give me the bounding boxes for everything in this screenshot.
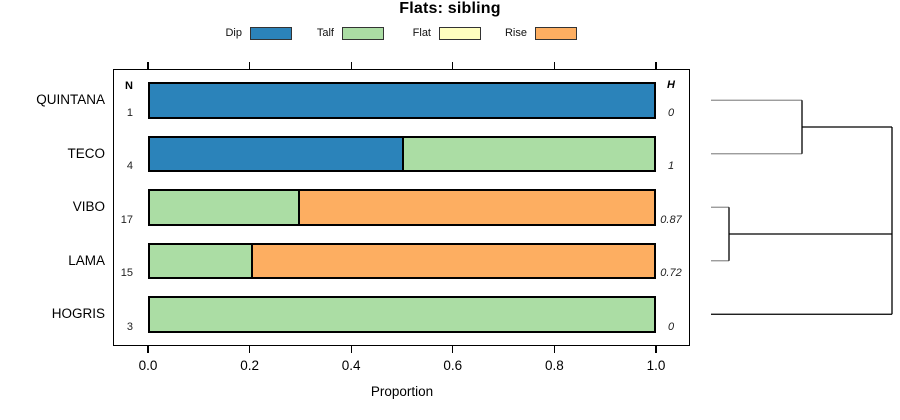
x-tick-bottom — [655, 346, 657, 353]
legend-swatch-talf — [342, 27, 384, 40]
bar-row-teco — [148, 135, 656, 172]
n-value: 3 — [126, 320, 133, 333]
bar-row-quintana — [148, 82, 656, 119]
x-axis-label: Proportion — [370, 384, 434, 399]
x-tick-label: 1.0 — [646, 358, 666, 373]
category-label-hogris: HOGRIS — [51, 306, 105, 322]
x-tick-label: 0.0 — [138, 358, 158, 373]
bar-row-hogris — [148, 296, 656, 333]
x-tick-top — [553, 62, 555, 69]
legend-label-talf: Talf — [316, 27, 334, 39]
bar-segment-dip — [150, 84, 654, 117]
x-tick-top — [249, 62, 251, 69]
n-value: 4 — [126, 160, 133, 172]
h-value: 0.72 — [660, 267, 682, 279]
x-tick-bottom — [553, 346, 555, 353]
x-tick-top — [350, 62, 352, 69]
n-value: 17 — [120, 213, 133, 226]
bar-segment-rise — [298, 191, 654, 224]
x-tick-bottom — [147, 346, 149, 353]
x-tick-bottom — [249, 346, 251, 353]
legend-label-flat: Flat — [412, 27, 431, 39]
x-tick-top — [452, 62, 454, 69]
legend-label-dip: Dip — [225, 27, 242, 39]
category-label-teco: TECO — [67, 145, 105, 161]
x-tick-bottom — [350, 346, 352, 353]
h-value: 0 — [667, 106, 675, 119]
bar-segment-rise — [250, 244, 654, 277]
category-label-lama: LAMA — [68, 252, 105, 268]
chart-title: Flats: sibling — [399, 0, 501, 17]
legend-swatch-rise — [535, 27, 577, 40]
bar-row-lama — [148, 242, 656, 279]
n-value: 1 — [126, 106, 133, 119]
legend-swatch-flat — [439, 27, 481, 40]
bar-segment-talf — [150, 244, 251, 277]
bar-segment-talf — [150, 298, 654, 331]
bar-segment-dip — [150, 137, 402, 170]
legend-swatch-dip — [250, 27, 292, 40]
x-tick-label: 0.4 — [341, 358, 361, 373]
bar-segment-talf — [150, 191, 299, 224]
x-tick-label: 0.6 — [443, 358, 463, 373]
category-label-quintana: QUINTANA — [36, 92, 105, 108]
n-column-header: N — [125, 80, 133, 92]
x-tick-top — [655, 62, 657, 69]
h-value: 1 — [667, 160, 675, 172]
bar-segment-talf — [402, 137, 654, 170]
h-value: 0 — [667, 320, 675, 333]
h-column-header: H — [667, 79, 675, 91]
bar-row-vibo — [148, 189, 656, 226]
x-tick-bottom — [452, 346, 454, 353]
h-value: 0.87 — [660, 213, 682, 226]
n-value: 15 — [120, 267, 133, 279]
legend-label-rise: Rise — [504, 27, 527, 39]
x-tick-top — [147, 62, 149, 69]
x-tick-label: 0.8 — [545, 358, 564, 373]
x-tick-label: 0.2 — [240, 358, 259, 373]
category-label-vibo: VIBO — [72, 199, 105, 215]
